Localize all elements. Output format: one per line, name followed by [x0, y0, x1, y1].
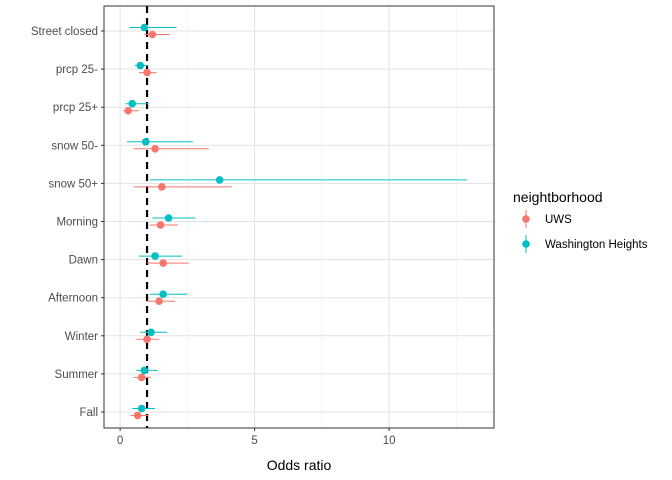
x-tick-layer: 0 5 10	[117, 428, 396, 447]
legend-item: Washington Heights	[522, 235, 648, 253]
data-point	[137, 373, 146, 382]
series-washington-heights	[125, 23, 468, 413]
legend-label: Washington Heights	[545, 239, 648, 251]
y-tick-layer: Street closed prcp 25- prcp 25+ snow 50- sno…	[31, 26, 104, 419]
x-tick-label: 5	[251, 435, 257, 447]
y-tick-label: Dawn	[69, 255, 98, 267]
legend-key-point	[522, 240, 530, 248]
data-point	[148, 30, 157, 39]
series-layer	[122, 23, 468, 420]
x-tick-label: 0	[117, 435, 123, 447]
y-tick-label: snow 50+	[48, 178, 98, 190]
y-tick-label: Fall	[79, 407, 98, 419]
grid-layer	[104, 6, 494, 428]
data-point	[156, 221, 165, 229]
data-point	[151, 145, 159, 153]
data-point	[159, 259, 167, 267]
data-point	[159, 290, 167, 299]
plot-border	[103, 5, 495, 429]
y-tick-label: Street closed	[31, 26, 98, 38]
data-point	[136, 61, 145, 70]
data-point	[143, 68, 151, 77]
legend-title: neightborhood	[513, 189, 603, 205]
y-tick-label: Morning	[56, 217, 98, 229]
data-point	[215, 176, 224, 184]
legend: neightborhood UWS Washington Heights	[513, 189, 648, 253]
legend-key-point	[522, 215, 530, 223]
legend-label: UWS	[545, 214, 572, 226]
data-point	[140, 366, 149, 375]
data-point	[164, 214, 173, 222]
data-point	[151, 252, 159, 260]
data-point	[141, 138, 150, 146]
data-point	[155, 297, 163, 306]
data-point	[133, 411, 142, 420]
data-point	[143, 335, 151, 344]
y-tick-label: Winter	[65, 331, 98, 343]
series-uws	[122, 30, 232, 420]
data-point	[147, 328, 155, 337]
y-tick-label: prcp 25-	[56, 64, 98, 76]
legend-item: UWS	[522, 210, 572, 228]
x-tick-label: 10	[383, 435, 396, 447]
legend-items: UWS Washington Heights	[522, 210, 648, 253]
data-point	[128, 99, 137, 108]
x-axis-title: Odds ratio	[267, 457, 332, 473]
y-tick-label: snow 50-	[51, 140, 98, 152]
data-point	[124, 106, 133, 115]
data-point	[140, 23, 149, 32]
y-tick-label: Afternoon	[48, 293, 98, 305]
data-point	[137, 404, 146, 413]
y-tick-label: prcp 25+	[53, 102, 98, 114]
data-point	[158, 183, 166, 191]
y-tick-label: Summer	[55, 369, 99, 381]
